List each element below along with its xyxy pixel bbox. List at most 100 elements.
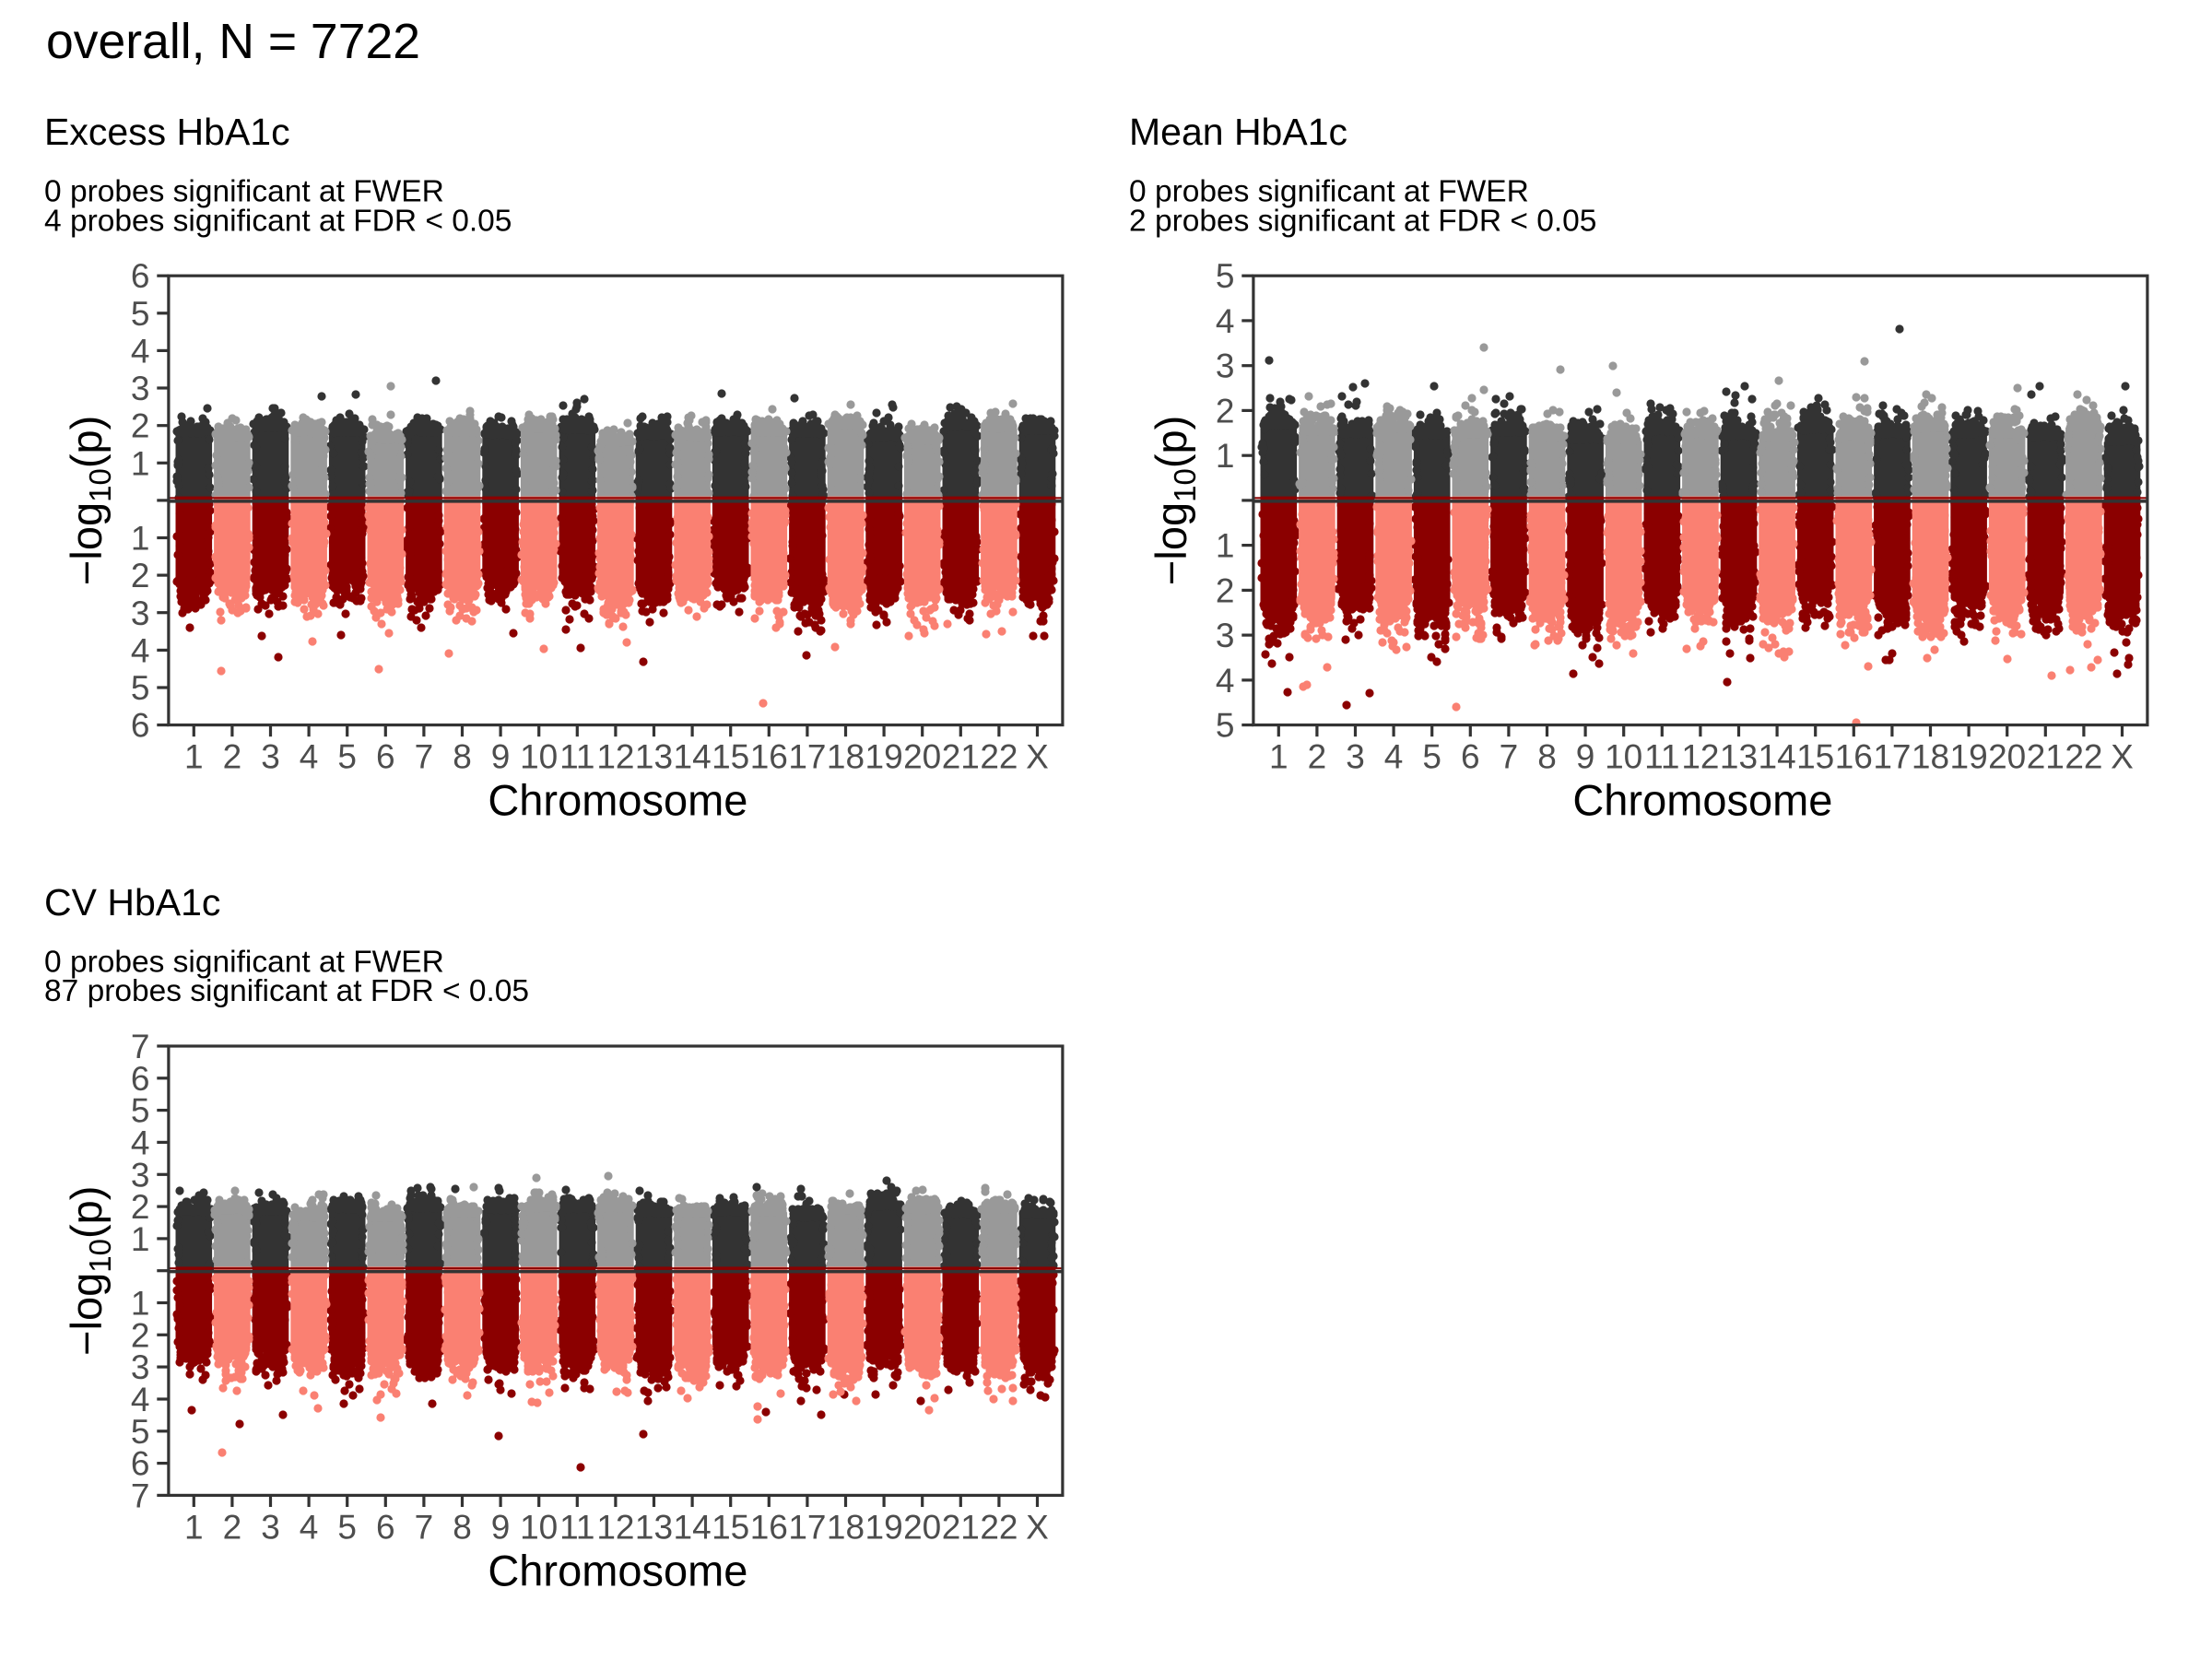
svg-text:11: 11 <box>559 738 594 776</box>
svg-text:CV HbA1c: CV HbA1c <box>44 881 220 924</box>
svg-text:0 probes significant at FWER: 0 probes significant at FWER <box>44 175 444 209</box>
svg-text:2: 2 <box>1216 571 1235 609</box>
svg-text:22: 22 <box>980 738 1018 776</box>
svg-text:9: 9 <box>1576 738 1595 776</box>
svg-text:19: 19 <box>1950 738 1988 776</box>
svg-text:11: 11 <box>1644 738 1679 776</box>
svg-text:9: 9 <box>491 738 511 776</box>
svg-text:16: 16 <box>1835 738 1873 776</box>
svg-text:3: 3 <box>1216 347 1235 385</box>
svg-text:1: 1 <box>184 1508 204 1546</box>
svg-text:20: 20 <box>903 1508 941 1546</box>
svg-text:1: 1 <box>1216 527 1235 565</box>
svg-text:19: 19 <box>865 738 903 776</box>
svg-text:18: 18 <box>1912 738 1949 776</box>
svg-text:6: 6 <box>376 738 395 776</box>
svg-text:2: 2 <box>131 557 150 594</box>
svg-text:20: 20 <box>1988 738 2026 776</box>
svg-text:0 probes significant at FWER: 0 probes significant at FWER <box>1129 175 1529 209</box>
svg-text:5: 5 <box>1422 738 1441 776</box>
svg-text:4: 4 <box>131 631 150 669</box>
svg-text:Chromosome: Chromosome <box>1572 776 1832 825</box>
svg-text:X: X <box>1026 738 1049 776</box>
svg-text:8: 8 <box>453 1508 472 1546</box>
svg-text:7: 7 <box>415 1508 434 1546</box>
svg-text:8: 8 <box>453 738 472 776</box>
svg-text:16: 16 <box>750 738 788 776</box>
svg-text:5: 5 <box>1216 707 1235 745</box>
svg-text:2: 2 <box>1308 738 1327 776</box>
svg-text:22: 22 <box>2065 738 2102 776</box>
svg-text:21: 21 <box>942 738 980 776</box>
svg-text:6: 6 <box>131 257 150 295</box>
svg-text:1: 1 <box>131 1285 150 1323</box>
svg-text:14: 14 <box>1759 738 1796 776</box>
svg-text:Chromosome: Chromosome <box>488 1546 747 1594</box>
svg-text:15: 15 <box>712 738 749 776</box>
svg-text:overall, N = 7722: overall, N = 7722 <box>46 15 420 69</box>
svg-text:10: 10 <box>520 1508 558 1546</box>
svg-text:3: 3 <box>1216 617 1235 654</box>
svg-text:17: 17 <box>788 1508 826 1546</box>
svg-text:12: 12 <box>596 1508 634 1546</box>
svg-text:18: 18 <box>827 738 865 776</box>
svg-text:7: 7 <box>1500 738 1519 776</box>
svg-text:6: 6 <box>1461 738 1480 776</box>
svg-text:22: 22 <box>980 1508 1018 1546</box>
svg-text:12: 12 <box>596 738 634 776</box>
svg-text:5: 5 <box>131 669 150 707</box>
svg-text:4: 4 <box>1384 738 1404 776</box>
svg-text:4: 4 <box>1216 302 1235 340</box>
svg-text:6: 6 <box>131 1445 150 1483</box>
svg-text:5: 5 <box>131 295 150 333</box>
svg-text:21: 21 <box>942 1508 980 1546</box>
svg-text:5: 5 <box>1216 257 1235 295</box>
svg-text:X: X <box>2111 738 2134 776</box>
svg-text:13: 13 <box>1720 738 1758 776</box>
svg-text:5: 5 <box>131 1413 150 1451</box>
svg-text:4: 4 <box>300 738 319 776</box>
svg-text:87 probes significant at FDR <: 87 probes significant at FDR < 0.05 <box>44 974 529 1008</box>
svg-text:2: 2 <box>131 407 150 445</box>
svg-text:16: 16 <box>750 1508 788 1546</box>
svg-text:1: 1 <box>1269 738 1288 776</box>
svg-text:4: 4 <box>300 1508 319 1546</box>
svg-text:7: 7 <box>415 738 434 776</box>
svg-text:Chromosome: Chromosome <box>488 776 747 825</box>
svg-text:10: 10 <box>1605 738 1642 776</box>
svg-text:17: 17 <box>1873 738 1911 776</box>
svg-text:2: 2 <box>223 738 242 776</box>
svg-text:3: 3 <box>131 1348 150 1386</box>
svg-text:13: 13 <box>635 1508 673 1546</box>
svg-text:5: 5 <box>337 1508 357 1546</box>
svg-text:3: 3 <box>1346 738 1365 776</box>
svg-text:14: 14 <box>674 738 712 776</box>
svg-text:15: 15 <box>1796 738 1834 776</box>
svg-text:3: 3 <box>131 594 150 632</box>
svg-text:1: 1 <box>1216 437 1235 475</box>
svg-text:X: X <box>1026 1508 1049 1546</box>
svg-text:9: 9 <box>491 1508 511 1546</box>
svg-text:3: 3 <box>261 1508 280 1546</box>
svg-text:1: 1 <box>184 738 204 776</box>
svg-text:6: 6 <box>131 707 150 745</box>
svg-text:1: 1 <box>131 1220 150 1258</box>
svg-text:6: 6 <box>376 1508 395 1546</box>
svg-text:2 probes significant at FDR <: 2 probes significant at FDR < 0.05 <box>1129 204 1596 238</box>
svg-text:13: 13 <box>635 738 673 776</box>
svg-text:2: 2 <box>131 1188 150 1226</box>
svg-text:4: 4 <box>131 332 150 370</box>
svg-text:12: 12 <box>1681 738 1719 776</box>
svg-text:3: 3 <box>131 1156 150 1194</box>
svg-text:4: 4 <box>131 1381 150 1418</box>
svg-text:15: 15 <box>712 1508 749 1546</box>
svg-text:2: 2 <box>131 1316 150 1354</box>
svg-text:18: 18 <box>827 1508 865 1546</box>
svg-text:7: 7 <box>131 1477 150 1514</box>
svg-text:11: 11 <box>559 1508 594 1546</box>
svg-text:Mean HbA1c: Mean HbA1c <box>1129 111 1347 153</box>
svg-text:−log10(p): −log10(p) <box>62 1186 117 1356</box>
svg-text:1: 1 <box>131 444 150 482</box>
svg-text:7: 7 <box>131 1028 150 1065</box>
svg-text:14: 14 <box>674 1508 712 1546</box>
